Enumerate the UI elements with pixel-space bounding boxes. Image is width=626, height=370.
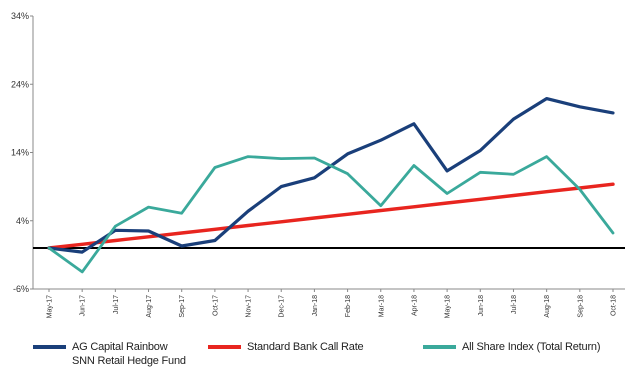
- x-axis-tick-label: Jun-17: [80, 295, 87, 317]
- series-line-all-share: [47, 155, 615, 274]
- series-line-call-rate: [47, 182, 615, 250]
- legend-label-fund: AG Capital Rainbow SNN Retail Hedge Fund: [72, 340, 186, 368]
- y-axis-tick-label: 34%: [11, 11, 29, 21]
- y-axis-tick-label: 14%: [11, 148, 29, 158]
- x-axis-tick-label: May-18: [445, 295, 452, 318]
- x-axis-tick-label: Oct-18: [611, 295, 618, 316]
- x-axis-tick-label: Oct-17: [212, 295, 219, 316]
- x-axis-tick-label: Mar-18: [378, 295, 385, 317]
- legend-label-fund-line2: SNN Retail Hedge Fund: [72, 355, 186, 367]
- y-axis-tick-labels: 34% 24% 14% 4% -6%: [11, 11, 29, 294]
- legend-item-fund: AG Capital Rainbow SNN Retail Hedge Fund: [33, 340, 186, 368]
- y-axis-tick-label: -6%: [13, 284, 29, 294]
- chart-legend: AG Capital Rainbow SNN Retail Hedge Fund…: [0, 340, 626, 370]
- x-axis-tick-label: May-17: [47, 295, 54, 318]
- legend-swatch-all-share: [423, 345, 456, 349]
- x-axis-tick-label: Sep-18: [577, 295, 584, 318]
- legend-label-call-rate: Standard Bank Call Rate: [247, 341, 364, 353]
- legend-item-call-rate: Standard Bank Call Rate: [208, 340, 364, 354]
- x-axis-tick-label: Dec-17: [279, 295, 286, 318]
- legend-label-all-share: All Share Index (Total Return): [462, 341, 601, 353]
- x-axis-tick-labels: May-17 Jun-17 Jul-17 Aug-17 Sep-17 Oct-17 Nov-…: [47, 295, 618, 318]
- y-axis-tick-label: 24%: [11, 79, 29, 89]
- legend-swatch-call-rate: [208, 345, 241, 349]
- x-axis-tick-label: Sep-17: [179, 295, 186, 318]
- x-axis-tick-label: Aug-17: [146, 295, 153, 318]
- x-axis-tick-label: Jul-18: [511, 295, 518, 314]
- x-axis-tick-label: Jan-18: [312, 295, 319, 317]
- x-axis-tick-label: Nov-17: [246, 295, 253, 318]
- line-chart: 34% 24% 14% 4% -6% May-17 Jun-17 Jul-17 Aug-17 S…: [11, 11, 625, 318]
- chart-axes: [30, 15, 625, 292]
- x-axis-tick-label: Jun-18: [478, 295, 485, 317]
- legend-label-fund-line1: AG Capital Rainbow: [72, 341, 168, 353]
- x-axis-tick-label: Apr-18: [411, 295, 418, 316]
- x-axis-tick-label: Feb-18: [345, 295, 352, 317]
- series-line-fund: [47, 96, 615, 254]
- x-axis-tick-label: Aug-18: [544, 295, 551, 318]
- series-lines: [47, 96, 615, 274]
- legend-swatch-fund: [33, 345, 66, 349]
- x-axis-tick-label: Jul-17: [113, 295, 120, 314]
- y-axis-tick-label: 4%: [16, 216, 29, 226]
- legend-item-all-share: All Share Index (Total Return): [423, 340, 600, 354]
